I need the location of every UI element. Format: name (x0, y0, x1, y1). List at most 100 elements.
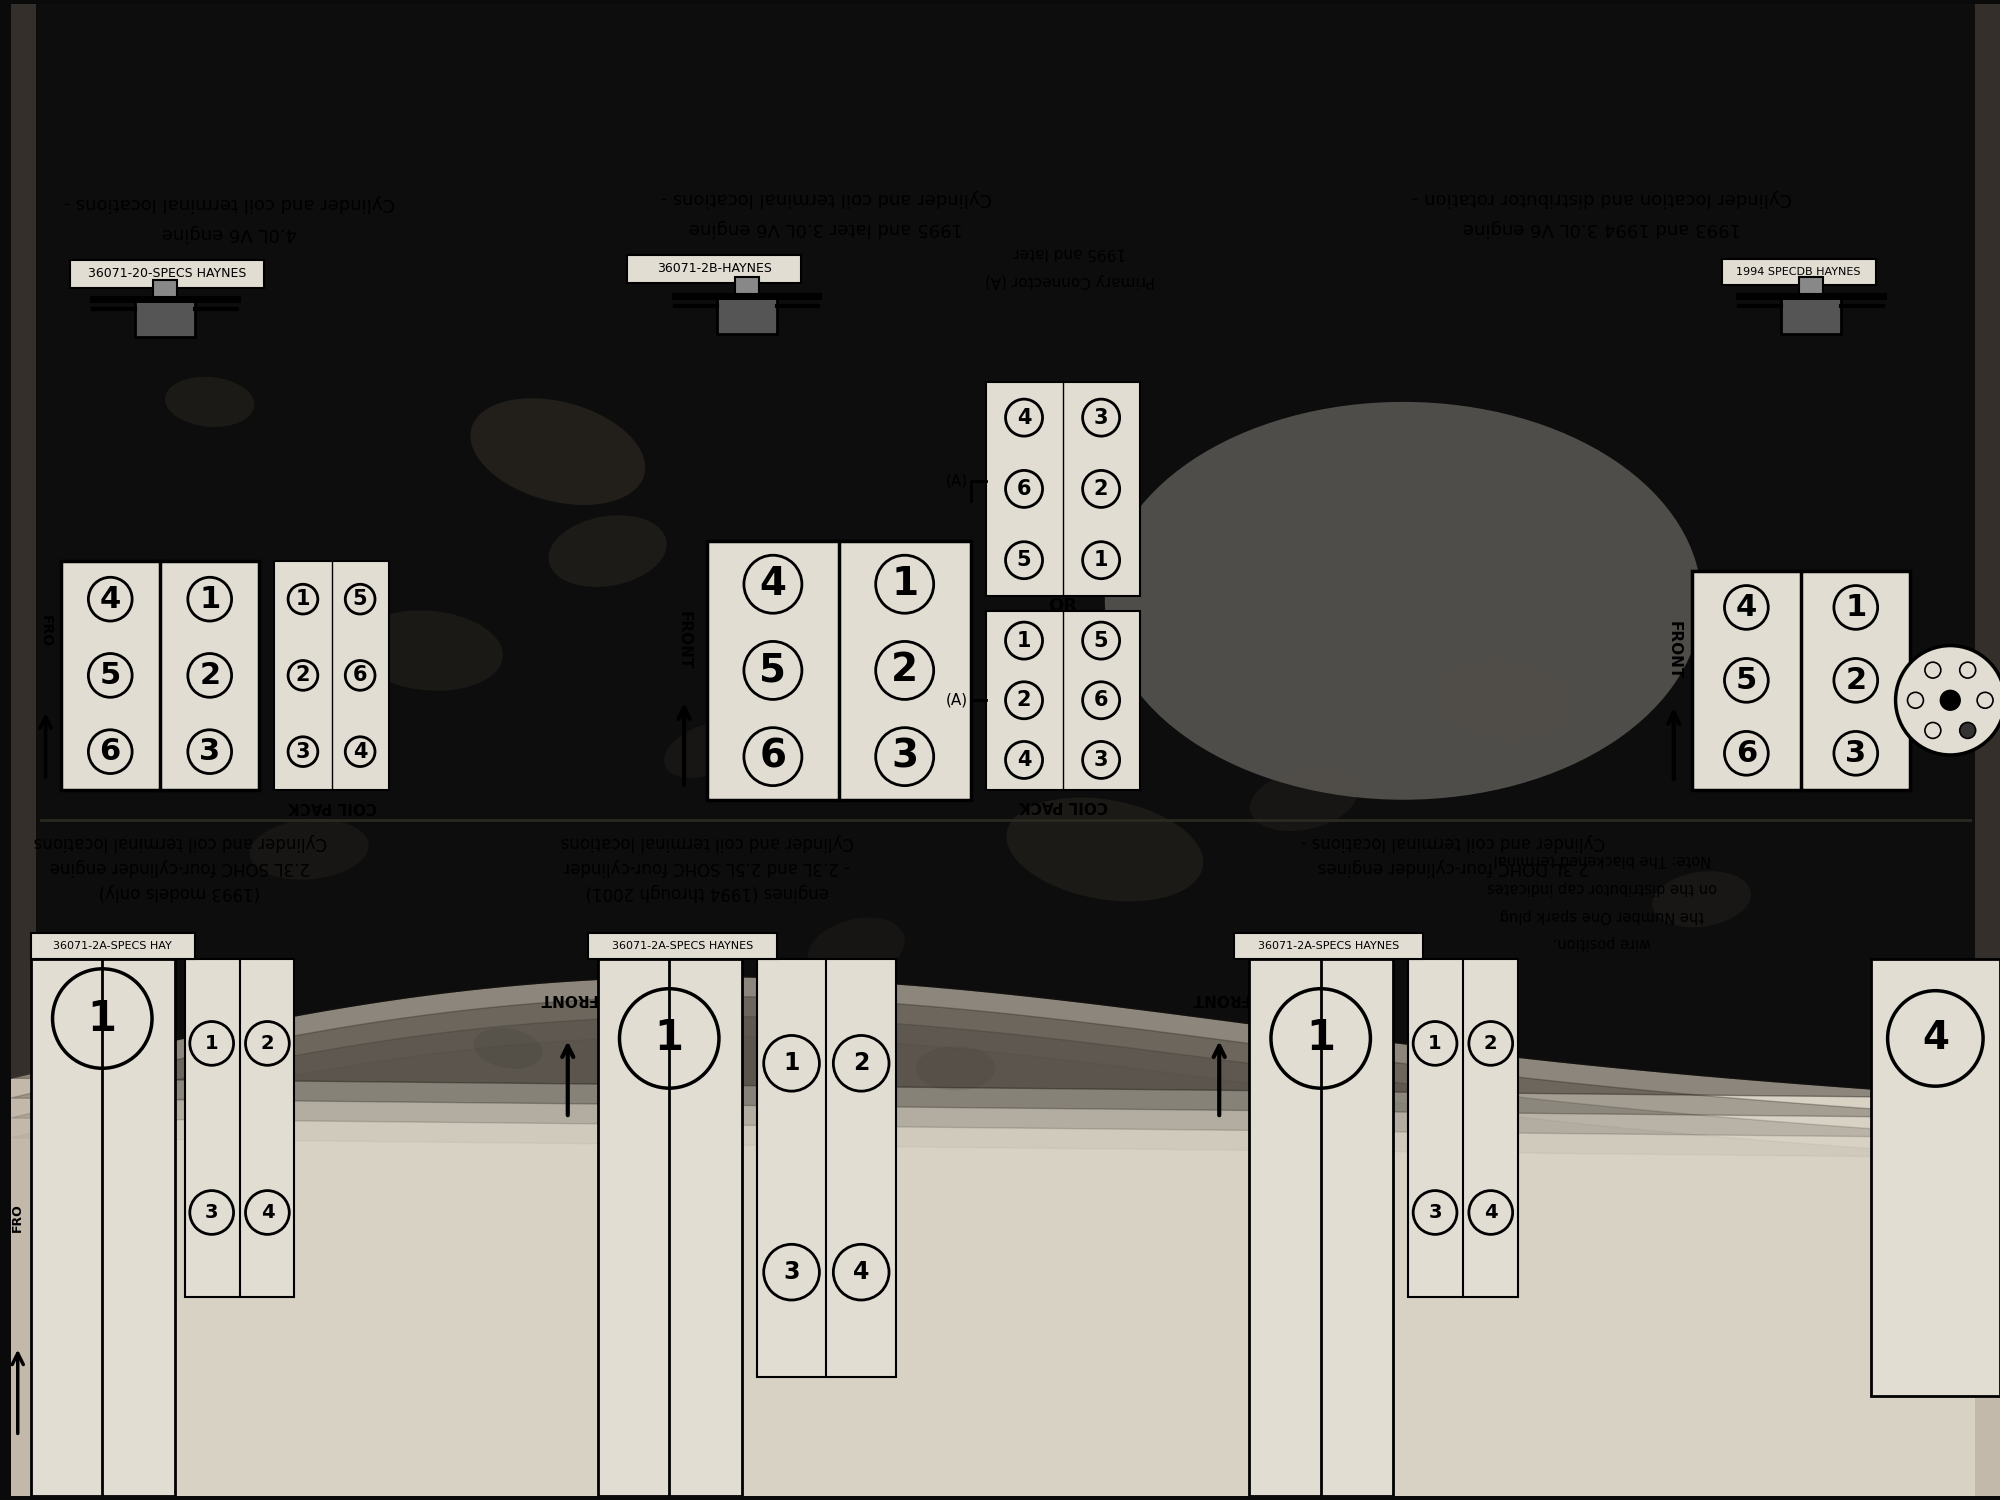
Text: 2: 2 (200, 662, 220, 690)
Text: Note: The blackened terminal: Note: The blackened terminal (1494, 852, 1710, 867)
Text: 2: 2 (1094, 478, 1108, 500)
Text: 2: 2 (1484, 1034, 1498, 1053)
Bar (986, 610, 1140, 791)
Text: 1995 and later: 1995 and later (1014, 244, 1126, 260)
Text: 36071-2A-SPECS HAYNES: 36071-2A-SPECS HAYNES (612, 940, 752, 951)
Bar (136, 297, 194, 338)
Bar (716, 294, 776, 334)
Circle shape (1908, 693, 1924, 708)
Text: 36071-2B-HAYNES: 36071-2B-HAYNES (658, 262, 772, 274)
Text: 4: 4 (1016, 750, 1032, 770)
Text: FRONT: FRONT (538, 992, 596, 1006)
Text: 4: 4 (1016, 408, 1032, 428)
Bar (588, 933, 776, 958)
Ellipse shape (1006, 798, 1204, 901)
Ellipse shape (1434, 660, 1572, 741)
Text: 3: 3 (296, 741, 310, 762)
Text: the Number One spark plug: the Number One spark plug (1500, 908, 1704, 922)
Text: (A): (A) (946, 474, 968, 489)
Bar (598, 958, 742, 1496)
Text: 4: 4 (260, 1203, 274, 1222)
Ellipse shape (1250, 768, 1358, 831)
Bar (708, 542, 970, 800)
Text: 1: 1 (1306, 1017, 1336, 1059)
Text: 1995 and later 3.0L V6 engine: 1995 and later 3.0L V6 engine (690, 219, 964, 237)
Text: 5: 5 (1736, 666, 1758, 694)
Bar (184, 958, 294, 1298)
Text: FRO: FRO (12, 1203, 24, 1231)
Bar (756, 958, 896, 1377)
Bar (1692, 572, 1910, 790)
Text: FRONT: FRONT (1666, 621, 1682, 680)
Text: 1: 1 (88, 998, 116, 1039)
Text: 1: 1 (204, 1034, 218, 1053)
Bar (1782, 294, 1840, 334)
Ellipse shape (664, 722, 750, 778)
Bar (1722, 258, 1876, 285)
Ellipse shape (1652, 871, 1752, 927)
Bar (1976, 4, 2000, 1496)
Text: 1: 1 (296, 590, 310, 609)
Text: (1993 models only): (1993 models only) (100, 884, 260, 902)
Bar (1234, 933, 1424, 958)
Text: Cylinder and coil terminal locations -: Cylinder and coil terminal locations - (1300, 833, 1606, 850)
Text: 3: 3 (1094, 750, 1108, 770)
Bar (274, 561, 388, 790)
Text: 2: 2 (260, 1034, 274, 1053)
Text: 4: 4 (1736, 592, 1758, 622)
Text: COIL PACK: COIL PACK (1018, 798, 1108, 813)
Text: 4: 4 (352, 741, 368, 762)
Polygon shape (10, 4, 2000, 1098)
Text: 5: 5 (760, 651, 786, 690)
Text: 4: 4 (852, 1260, 870, 1284)
Ellipse shape (916, 1046, 996, 1090)
Text: Primary Connector (A): Primary Connector (A) (984, 273, 1156, 288)
Text: COIL PACK: COIL PACK (288, 800, 376, 814)
Polygon shape (10, 976, 2000, 1098)
Bar (30, 958, 174, 1496)
Text: 4: 4 (100, 585, 120, 614)
Bar (986, 382, 1140, 596)
Text: 3: 3 (200, 736, 220, 766)
Ellipse shape (548, 516, 666, 586)
Text: 1: 1 (1428, 1034, 1442, 1053)
Bar (1250, 958, 1394, 1496)
Text: 3: 3 (1428, 1203, 1442, 1222)
Ellipse shape (474, 1028, 542, 1069)
Text: 1: 1 (200, 585, 220, 614)
Ellipse shape (1104, 402, 1702, 800)
Text: 6: 6 (100, 736, 120, 766)
Text: FRO: FRO (38, 615, 52, 646)
Text: 1: 1 (1846, 592, 1866, 622)
Bar (70, 260, 264, 288)
Text: Cylinder and coil terminal locations -: Cylinder and coil terminal locations - (64, 194, 396, 211)
Text: - 2.3L and 2.5L SOHC four-cylinder: - 2.3L and 2.5L SOHC four-cylinder (564, 858, 850, 876)
Text: 1: 1 (1094, 550, 1108, 570)
Text: 36071-2A-SPECS HAY: 36071-2A-SPECS HAY (54, 940, 172, 951)
Text: 5: 5 (100, 662, 120, 690)
Text: Cylinder and coil terminal locations -: Cylinder and coil terminal locations - (660, 189, 992, 207)
Text: Cylinder location and distributor rotation -: Cylinder location and distributor rotati… (1412, 189, 1792, 207)
Text: 5: 5 (1094, 630, 1108, 651)
Text: 1: 1 (1016, 630, 1032, 651)
Text: 1993 and 1994 3.0L V6 engine: 1993 and 1994 3.0L V6 engine (1464, 219, 1742, 237)
Text: wire position.: wire position. (1552, 936, 1652, 951)
Circle shape (1924, 723, 1940, 738)
Text: 2: 2 (296, 666, 310, 686)
Text: 6: 6 (352, 666, 368, 686)
Text: FRONT: FRONT (676, 612, 692, 670)
Bar (1870, 958, 2000, 1396)
Text: 2.3L DOHC four-cylinder engines: 2.3L DOHC four-cylinder engines (1318, 858, 1588, 876)
Bar (628, 255, 802, 282)
Text: engines (1994 through 2001): engines (1994 through 2001) (586, 884, 828, 902)
Bar (30, 933, 194, 958)
Ellipse shape (250, 819, 368, 879)
Polygon shape (10, 996, 2000, 1118)
Text: 5: 5 (352, 590, 368, 609)
Bar (154, 279, 176, 297)
Text: 1994 SPECDB HAYNES: 1994 SPECDB HAYNES (1736, 267, 1860, 276)
Text: 2: 2 (892, 651, 918, 690)
Text: 2: 2 (1846, 666, 1866, 694)
Circle shape (1940, 690, 1960, 709)
Text: 2: 2 (852, 1052, 870, 1076)
